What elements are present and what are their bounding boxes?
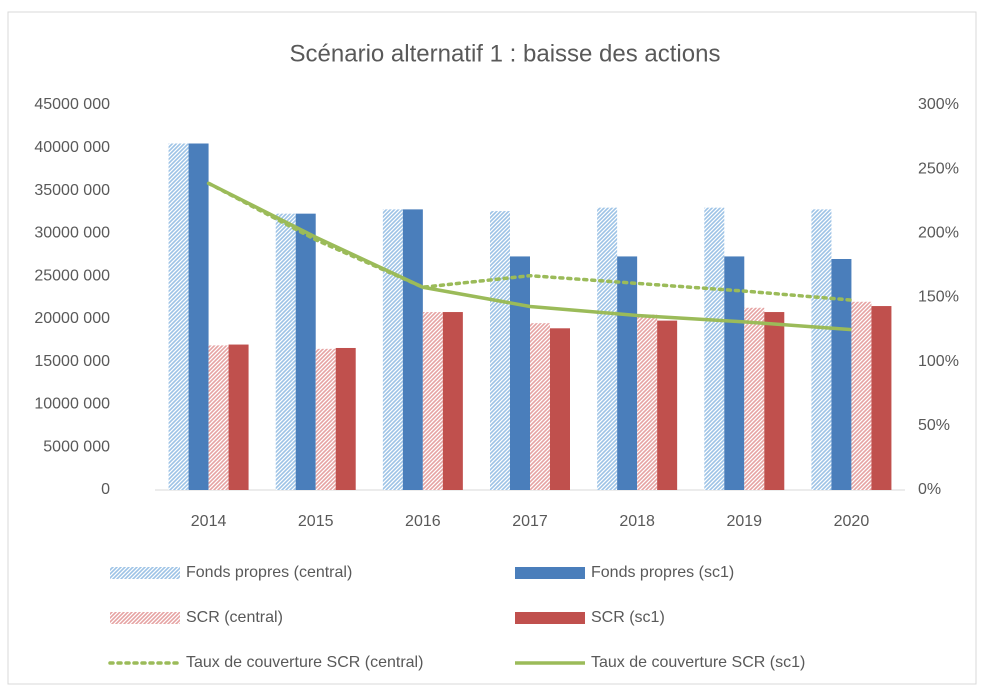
bar — [275, 213, 296, 490]
x-tick-label: 2018 — [619, 513, 655, 530]
bar — [382, 209, 403, 490]
y-tick-label: 20000 000 — [34, 310, 110, 327]
bar — [188, 143, 209, 490]
legend-swatch — [515, 612, 585, 624]
x-tick-label: 2020 — [834, 513, 870, 530]
bar — [657, 320, 678, 490]
line — [207, 181, 852, 332]
y-tick-label: 40000 000 — [34, 139, 110, 156]
bar — [422, 312, 443, 490]
legend-swatch — [515, 567, 585, 579]
chart-title: Scénario alternatif 1 : baisse des actio… — [290, 40, 721, 67]
bar — [295, 213, 316, 490]
bar — [831, 259, 852, 490]
bar — [871, 306, 892, 490]
y2-tick-label: 100% — [918, 353, 959, 370]
legend-label: Fonds propres (sc1) — [591, 564, 734, 581]
y2-tick-label: 150% — [918, 289, 959, 306]
x-tick-label: 2017 — [512, 513, 548, 530]
bar — [764, 312, 785, 490]
y-tick-label: 5000 000 — [43, 438, 110, 455]
bar — [168, 143, 189, 490]
y-tick-label: 35000 000 — [34, 182, 110, 199]
y2-tick-label: 250% — [918, 160, 959, 177]
y-tick-label: 10000 000 — [34, 396, 110, 413]
y-tick-label: 45000 000 — [34, 96, 110, 113]
bar — [704, 207, 725, 490]
y2-tick-label: 50% — [918, 417, 950, 434]
bar — [530, 323, 550, 490]
legend-label: SCR (central) — [186, 609, 283, 626]
legend-label: SCR (sc1) — [591, 609, 665, 626]
y-tick-label: 15000 000 — [34, 353, 110, 370]
legend-swatch — [110, 567, 180, 579]
legend-label: Fonds propres (central) — [186, 564, 352, 581]
x-tick-label: 2014 — [191, 513, 227, 530]
bar — [851, 301, 872, 490]
x-tick-label: 2019 — [726, 513, 762, 530]
y2-tick-label: 300% — [918, 96, 959, 113]
bar — [617, 256, 638, 490]
bar — [442, 312, 463, 490]
y2-tick-label: 0% — [918, 481, 941, 498]
bar — [490, 211, 510, 491]
legend-label: Taux de couverture SCR (sc1) — [591, 654, 805, 671]
bar — [597, 207, 618, 490]
x-tick-label: 2015 — [298, 513, 334, 530]
x-tick-label: 2016 — [405, 513, 441, 530]
bar — [335, 347, 356, 490]
y-tick-label: 30000 000 — [34, 225, 110, 242]
bar — [402, 209, 423, 490]
bar — [208, 345, 229, 490]
bar — [550, 328, 570, 490]
y2-tick-label: 200% — [918, 225, 959, 242]
bar — [811, 209, 832, 490]
bar — [637, 314, 658, 490]
bar — [510, 256, 530, 490]
bar — [315, 348, 336, 490]
y-tick-label: 25000 000 — [34, 267, 110, 284]
legend-swatch — [110, 612, 180, 624]
legend-label: Taux de couverture SCR (central) — [186, 654, 423, 671]
bar — [724, 256, 745, 490]
bar — [228, 344, 249, 490]
y-tick-label: 0 — [101, 481, 110, 498]
bar — [744, 307, 765, 490]
line — [206, 181, 854, 302]
